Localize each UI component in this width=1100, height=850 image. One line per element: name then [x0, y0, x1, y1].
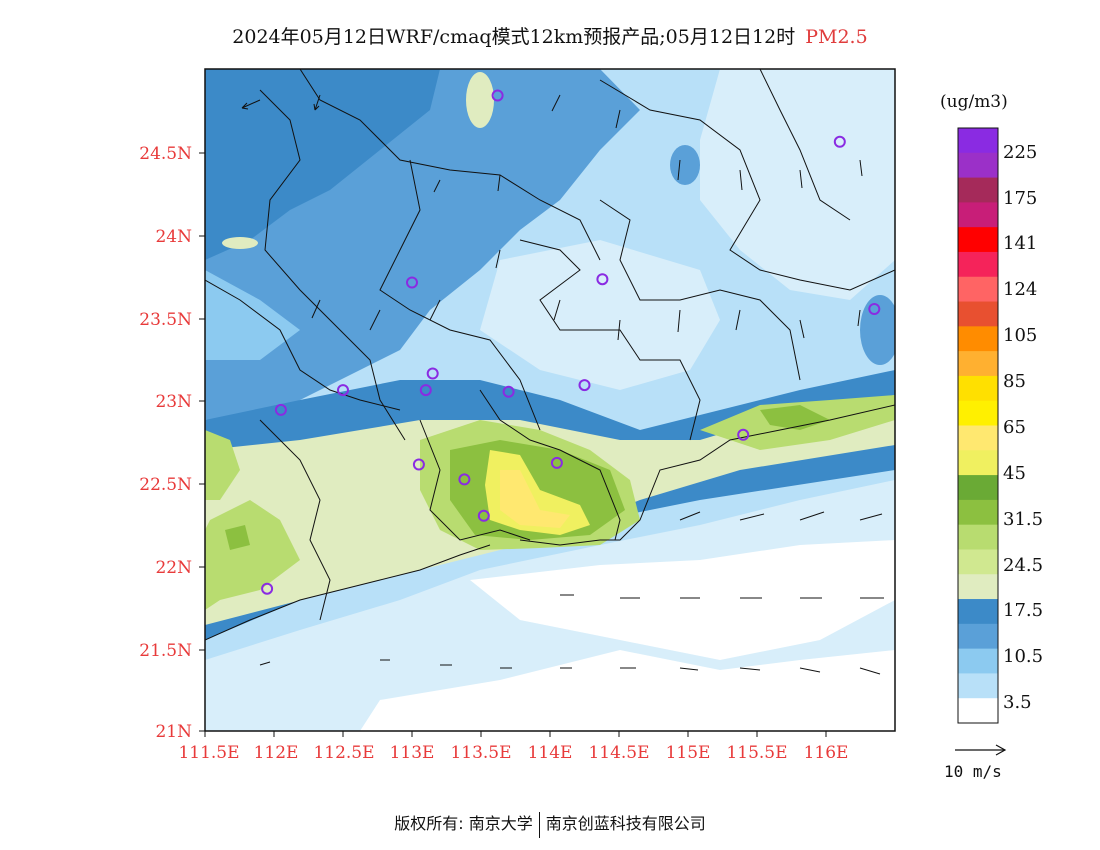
legend-swatch	[958, 599, 998, 625]
station-marker	[550, 456, 563, 469]
concentration-field	[205, 69, 895, 731]
legend-swatch	[958, 450, 998, 476]
lat-ticks	[199, 152, 205, 732]
station-marker	[261, 582, 274, 595]
station-marker	[458, 473, 471, 486]
legend-swatch	[958, 475, 998, 501]
wind-reference-arrow	[955, 744, 1007, 756]
legend-swatch	[958, 648, 998, 674]
legend-label: 24.5	[1003, 555, 1043, 576]
station-markers	[261, 89, 881, 595]
legend-swatch	[958, 524, 998, 550]
lat-label: 23.5N	[139, 310, 192, 330]
copyright-footer: 版权所有: 南京大学 南京创蓝科技有限公司	[0, 810, 1100, 838]
station-marker	[419, 384, 432, 397]
station-marker	[406, 276, 418, 289]
lon-label: 115.5E	[726, 743, 787, 763]
lon-ticks	[204, 731, 827, 737]
legend-swatch	[958, 251, 998, 278]
legend-swatch	[958, 351, 998, 377]
color-legend-bar	[957, 127, 999, 724]
legend-label: 65	[1003, 417, 1026, 438]
legend-swatch	[958, 301, 998, 327]
station-marker	[833, 135, 846, 148]
copyright-suffix: 南京创蓝科技有限公司	[545, 814, 706, 833]
copyright-separator	[538, 811, 540, 838]
legend-swatch	[958, 499, 998, 526]
legend-frame	[957, 127, 999, 724]
lat-labels: 24.5N 24N 23.5N 23N 22.5N 22N 21.5N 21N	[139, 144, 192, 742]
legend-label: 45	[1003, 463, 1026, 484]
lon-label: 114E	[528, 743, 573, 763]
legend-swatch	[958, 276, 998, 303]
lon-label: 113.5E	[450, 743, 511, 763]
lon-labels: 111.5E 112E 112.5E 113E 113.5E 114E 114.…	[178, 743, 848, 763]
wind-vectors	[241, 94, 884, 675]
legend-label: 10.5	[1003, 646, 1043, 667]
station-marker	[502, 385, 515, 398]
legend-swatch	[958, 574, 998, 600]
lat-label: 24.5N	[139, 144, 192, 164]
lat-label: 24N	[155, 227, 192, 247]
wind-reference-label: 10 m/s	[944, 762, 1002, 781]
copyright-prefix: 版权所有: 南京大学	[394, 814, 533, 833]
pollutant-label: PM2.5	[805, 26, 868, 48]
lon-label: 112.5E	[313, 743, 374, 763]
station-marker	[578, 379, 591, 392]
station-marker	[274, 403, 287, 416]
lat-label: 21.5N	[139, 641, 192, 661]
map-title: 2024年05月12日WRF/cmaq模式12km预报产品;05月12日12时 P…	[0, 22, 1100, 49]
legend-label: 124	[1003, 279, 1037, 300]
lat-label: 23N	[155, 392, 192, 412]
legend-label: 31.5	[1003, 509, 1043, 530]
legend-swatch	[958, 152, 998, 179]
legend-unit: (ug/m3)	[940, 92, 1008, 112]
legend-swatch	[958, 400, 998, 426]
legend-label: 105	[1003, 325, 1037, 346]
legend-swatch	[958, 128, 998, 154]
map-title-text: 2024年05月12日WRF/cmaq模式12km预报产品;05月12日12时	[232, 26, 796, 48]
station-marker	[426, 367, 439, 380]
legend-swatch	[958, 698, 998, 724]
station-marker	[868, 303, 881, 315]
lon-label: 112E	[254, 743, 299, 763]
station-marker	[491, 89, 504, 102]
legend-label: 175	[1003, 188, 1037, 209]
station-marker	[412, 458, 425, 471]
lon-label: 113E	[390, 743, 435, 763]
legend-label: 225	[1003, 142, 1037, 163]
legend-label: 85	[1003, 371, 1026, 392]
lon-label: 115E	[666, 743, 711, 763]
lat-label: 22.5N	[139, 475, 192, 495]
station-marker	[596, 273, 609, 286]
lat-label: 21N	[155, 722, 192, 742]
lon-label: 111.5E	[178, 743, 239, 763]
legend-swatch	[958, 202, 998, 228]
lon-label: 116E	[804, 743, 849, 763]
legend-label: 17.5	[1003, 600, 1043, 621]
legend-swatch	[958, 227, 998, 253]
legend-swatch	[958, 549, 998, 575]
lon-label: 114.5E	[588, 743, 649, 763]
station-marker	[737, 428, 750, 441]
legend-swatch	[958, 673, 998, 699]
legend-swatch	[958, 375, 998, 402]
legend-label: 3.5	[1003, 692, 1032, 713]
legend-swatch	[958, 326, 998, 352]
boundary-lines	[205, 69, 895, 641]
lat-label: 22N	[155, 558, 192, 578]
legend-swatch	[958, 425, 998, 451]
legend-label: 141	[1003, 233, 1037, 254]
legend-swatch	[958, 177, 998, 203]
station-marker	[477, 509, 490, 522]
station-marker	[337, 384, 349, 397]
legend-swatch	[958, 623, 998, 650]
legend-labels: 225 175 141 124 105 85 65 45 31.5 24.5 1…	[1003, 142, 1043, 713]
